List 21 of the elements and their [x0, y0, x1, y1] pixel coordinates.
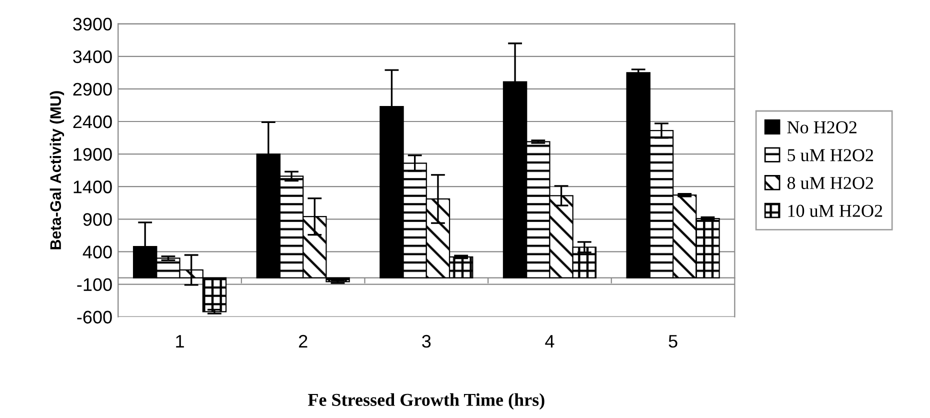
- legend-label: 10 uM H2O2: [788, 204, 882, 217]
- x-tick-label: 3: [422, 334, 431, 348]
- y-tick-label: 400: [82, 246, 112, 258]
- y-tick-label: 2400: [73, 115, 112, 128]
- y-axis-title: Beta-Gal Activity (MU): [50, 91, 64, 250]
- legend-label: No H2O2: [787, 121, 856, 134]
- legend-label: 8 uM H2O2: [787, 176, 874, 190]
- y-tick-label: 1900: [74, 148, 112, 161]
- x-tick-label: 1: [176, 335, 184, 348]
- x-tick-label: 5: [668, 335, 678, 348]
- y-tick-label: 3400: [73, 50, 112, 64]
- y-tick-label: 3900: [73, 18, 112, 31]
- x-tick-label: 2: [298, 334, 308, 348]
- y-tick-label: 2900: [73, 82, 112, 96]
- legend-label: 5 uM H2O2: [788, 149, 874, 162]
- y-tick-label: -100: [77, 278, 112, 292]
- x-axis-title: Fe Stressed Growth Time (hrs): [308, 393, 544, 410]
- y-tick-label: 900: [83, 213, 112, 226]
- y-tick-label: -600: [77, 310, 112, 324]
- y-tick-label: 1400: [74, 180, 112, 194]
- x-tick-label: 4: [545, 335, 554, 348]
